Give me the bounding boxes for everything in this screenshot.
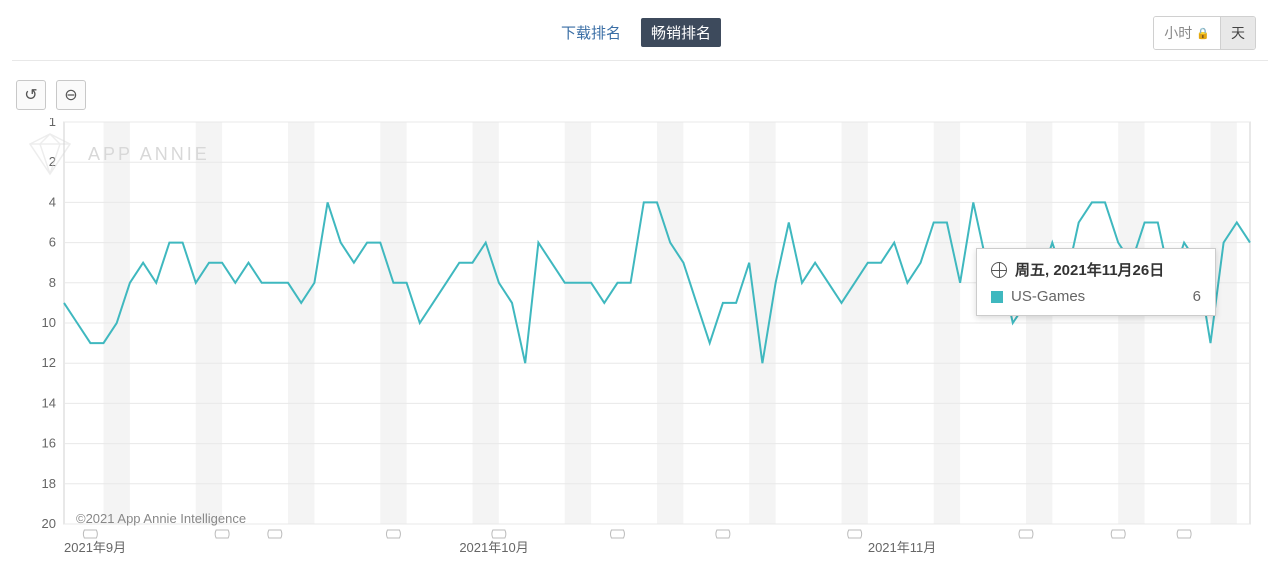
svg-text:2021年11月: 2021年11月 xyxy=(868,540,936,555)
reset-icon: ↺ xyxy=(24,85,37,105)
time-granularity-toggle: 小时 🔒 天 xyxy=(1153,16,1256,50)
svg-text:2021年9月: 2021年9月 xyxy=(64,540,126,555)
series-color-swatch xyxy=(991,291,1003,303)
svg-text:14: 14 xyxy=(42,395,56,410)
lock-icon: 🔒 xyxy=(1196,27,1210,40)
svg-text:2: 2 xyxy=(49,154,56,169)
svg-text:12: 12 xyxy=(42,355,56,370)
rank-type-tabs: 下载排名 畅销排名 xyxy=(559,18,721,47)
tooltip-series-row: US-Games 6 xyxy=(991,288,1201,305)
svg-text:6: 6 xyxy=(49,235,56,250)
svg-text:1: 1 xyxy=(49,118,56,129)
chart-tooltip: 周五, 2021年11月26日 US-Games 6 xyxy=(976,248,1216,316)
header-divider xyxy=(12,60,1268,61)
svg-text:2021年10月: 2021年10月 xyxy=(459,540,528,555)
chart-container: 124681012141618202021年9月2021年10月2021年11月… xyxy=(16,118,1256,564)
globe-icon xyxy=(991,262,1007,278)
svg-text:8: 8 xyxy=(49,275,56,290)
time-day-label: 天 xyxy=(1231,23,1245,43)
tab-download-rank[interactable]: 下载排名 xyxy=(559,18,623,47)
top-bar: 下载排名 畅销排名 小时 🔒 天 xyxy=(0,18,1280,48)
tab-grossing-rank[interactable]: 畅销排名 xyxy=(641,18,721,47)
tooltip-series-name: US-Games xyxy=(1011,288,1085,305)
tooltip-value: 6 xyxy=(1193,288,1201,305)
tooltip-date: 周五, 2021年11月26日 xyxy=(1015,259,1164,280)
svg-text:20: 20 xyxy=(42,516,56,531)
svg-text:10: 10 xyxy=(42,315,56,330)
time-day-button[interactable]: 天 xyxy=(1220,17,1255,49)
reset-zoom-button[interactable]: ↺ xyxy=(16,80,46,110)
zoom-out-button[interactable]: ⊖ xyxy=(56,80,86,110)
zoom-out-icon: ⊖ xyxy=(64,85,77,105)
time-hour-button[interactable]: 小时 🔒 xyxy=(1154,17,1220,49)
chart-toolbar: ↺ ⊖ xyxy=(16,80,86,110)
svg-text:4: 4 xyxy=(49,194,56,209)
tooltip-header: 周五, 2021年11月26日 xyxy=(991,259,1201,280)
rank-line-chart[interactable]: 124681012141618202021年9月2021年10月2021年11月 xyxy=(16,118,1256,564)
svg-text:18: 18 xyxy=(42,476,56,491)
time-hour-label: 小时 xyxy=(1164,23,1192,43)
svg-text:16: 16 xyxy=(42,436,56,451)
